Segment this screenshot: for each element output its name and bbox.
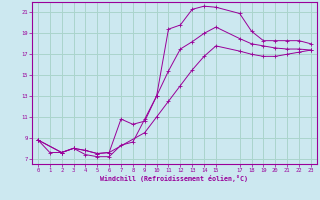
X-axis label: Windchill (Refroidissement éolien,°C): Windchill (Refroidissement éolien,°C)	[100, 175, 248, 182]
